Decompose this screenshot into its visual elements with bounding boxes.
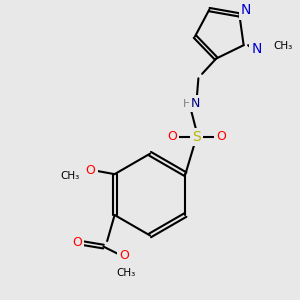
Text: S: S [192,130,201,144]
Text: N: N [241,3,251,17]
Text: O: O [85,164,95,177]
Text: O: O [216,130,226,143]
Text: N: N [191,97,200,110]
Text: CH₃: CH₃ [116,268,135,278]
Text: CH₃: CH₃ [60,171,80,181]
Text: O: O [167,130,177,143]
Text: O: O [119,249,129,262]
Text: H: H [183,99,191,109]
Text: O: O [72,236,82,249]
Text: N: N [251,42,262,56]
Text: CH₃: CH₃ [273,41,292,51]
